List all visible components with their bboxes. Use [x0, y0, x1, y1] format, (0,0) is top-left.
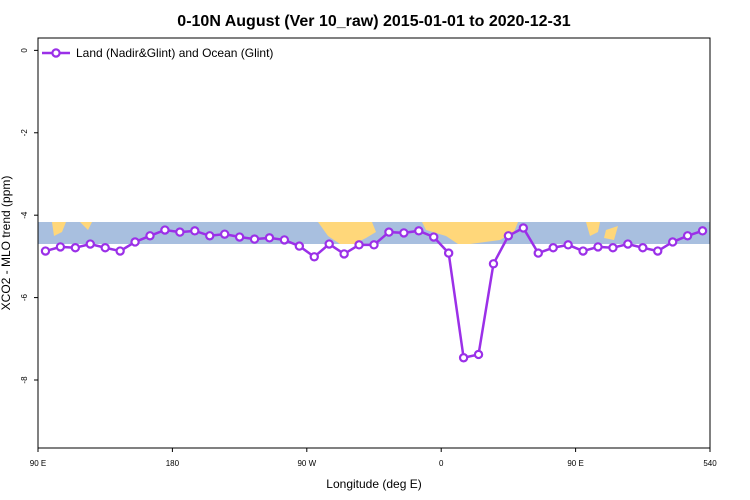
data-point — [205, 231, 215, 241]
legend-marker — [51, 48, 61, 58]
x-tick-label: 90 E — [30, 459, 46, 468]
data-point — [623, 239, 633, 249]
data-point — [578, 246, 588, 256]
data-point — [324, 239, 334, 249]
data-point — [414, 226, 424, 236]
y-tick-label: 0 — [20, 48, 29, 53]
data-point — [354, 240, 364, 250]
land — [318, 222, 376, 244]
data-point — [339, 249, 349, 259]
data-point — [384, 227, 394, 237]
data-point — [145, 231, 155, 241]
x-axis-label: Longitude (deg E) — [326, 477, 421, 491]
data-point — [533, 248, 543, 258]
data-point — [40, 246, 51, 256]
data-point — [234, 232, 245, 242]
data-point — [503, 231, 514, 241]
y-axis-label: XCO2 - MLO trend (ppm) — [0, 176, 13, 311]
y-tick-label: -2 — [20, 129, 29, 137]
y-tick-label: -6 — [20, 293, 29, 301]
data-point — [309, 252, 319, 262]
data-point — [294, 241, 305, 251]
x-tick-label: 90 E — [567, 459, 583, 468]
data-point — [563, 240, 573, 250]
y-tick-label: -8 — [20, 376, 29, 384]
data-point — [55, 242, 66, 252]
legend-label: Land (Nadir&Glint) and Ocean (Glint) — [76, 46, 273, 60]
data-point — [653, 246, 663, 256]
data-point — [130, 237, 140, 247]
land — [422, 222, 518, 244]
data-point — [175, 227, 185, 237]
data-point — [593, 242, 603, 252]
x-tick-label: 540 — [703, 459, 717, 468]
data-point — [369, 240, 379, 250]
data-point — [70, 243, 81, 253]
data-point — [458, 353, 469, 363]
data-point — [638, 243, 648, 253]
y-tick-label: -4 — [20, 211, 29, 219]
data-point — [160, 225, 170, 235]
land — [52, 222, 92, 236]
data-point — [219, 229, 230, 239]
data-point — [399, 228, 409, 238]
data-point — [488, 259, 499, 269]
plot-frame — [37, 37, 711, 449]
land — [586, 222, 618, 240]
data-point — [100, 243, 110, 253]
data-point — [608, 243, 618, 253]
data-point — [115, 246, 125, 256]
data-point — [682, 231, 693, 241]
data-point — [249, 234, 260, 244]
x-tick-label: 180 — [166, 459, 180, 468]
chart-title: 0-10N August (Ver 10_raw) 2015-01-01 to … — [177, 13, 570, 30]
data-point — [190, 226, 200, 236]
data-point — [548, 243, 558, 253]
data-point — [443, 248, 454, 258]
data-point — [279, 235, 290, 245]
data-point — [85, 239, 95, 249]
data-point — [667, 237, 678, 247]
x-tick-label: 0 — [439, 459, 444, 468]
data-point — [697, 226, 708, 236]
data-point — [264, 233, 275, 243]
data-point — [518, 223, 529, 233]
x-tick-label: 90 W — [297, 459, 316, 468]
data-point — [429, 232, 439, 242]
data-point — [473, 349, 484, 360]
